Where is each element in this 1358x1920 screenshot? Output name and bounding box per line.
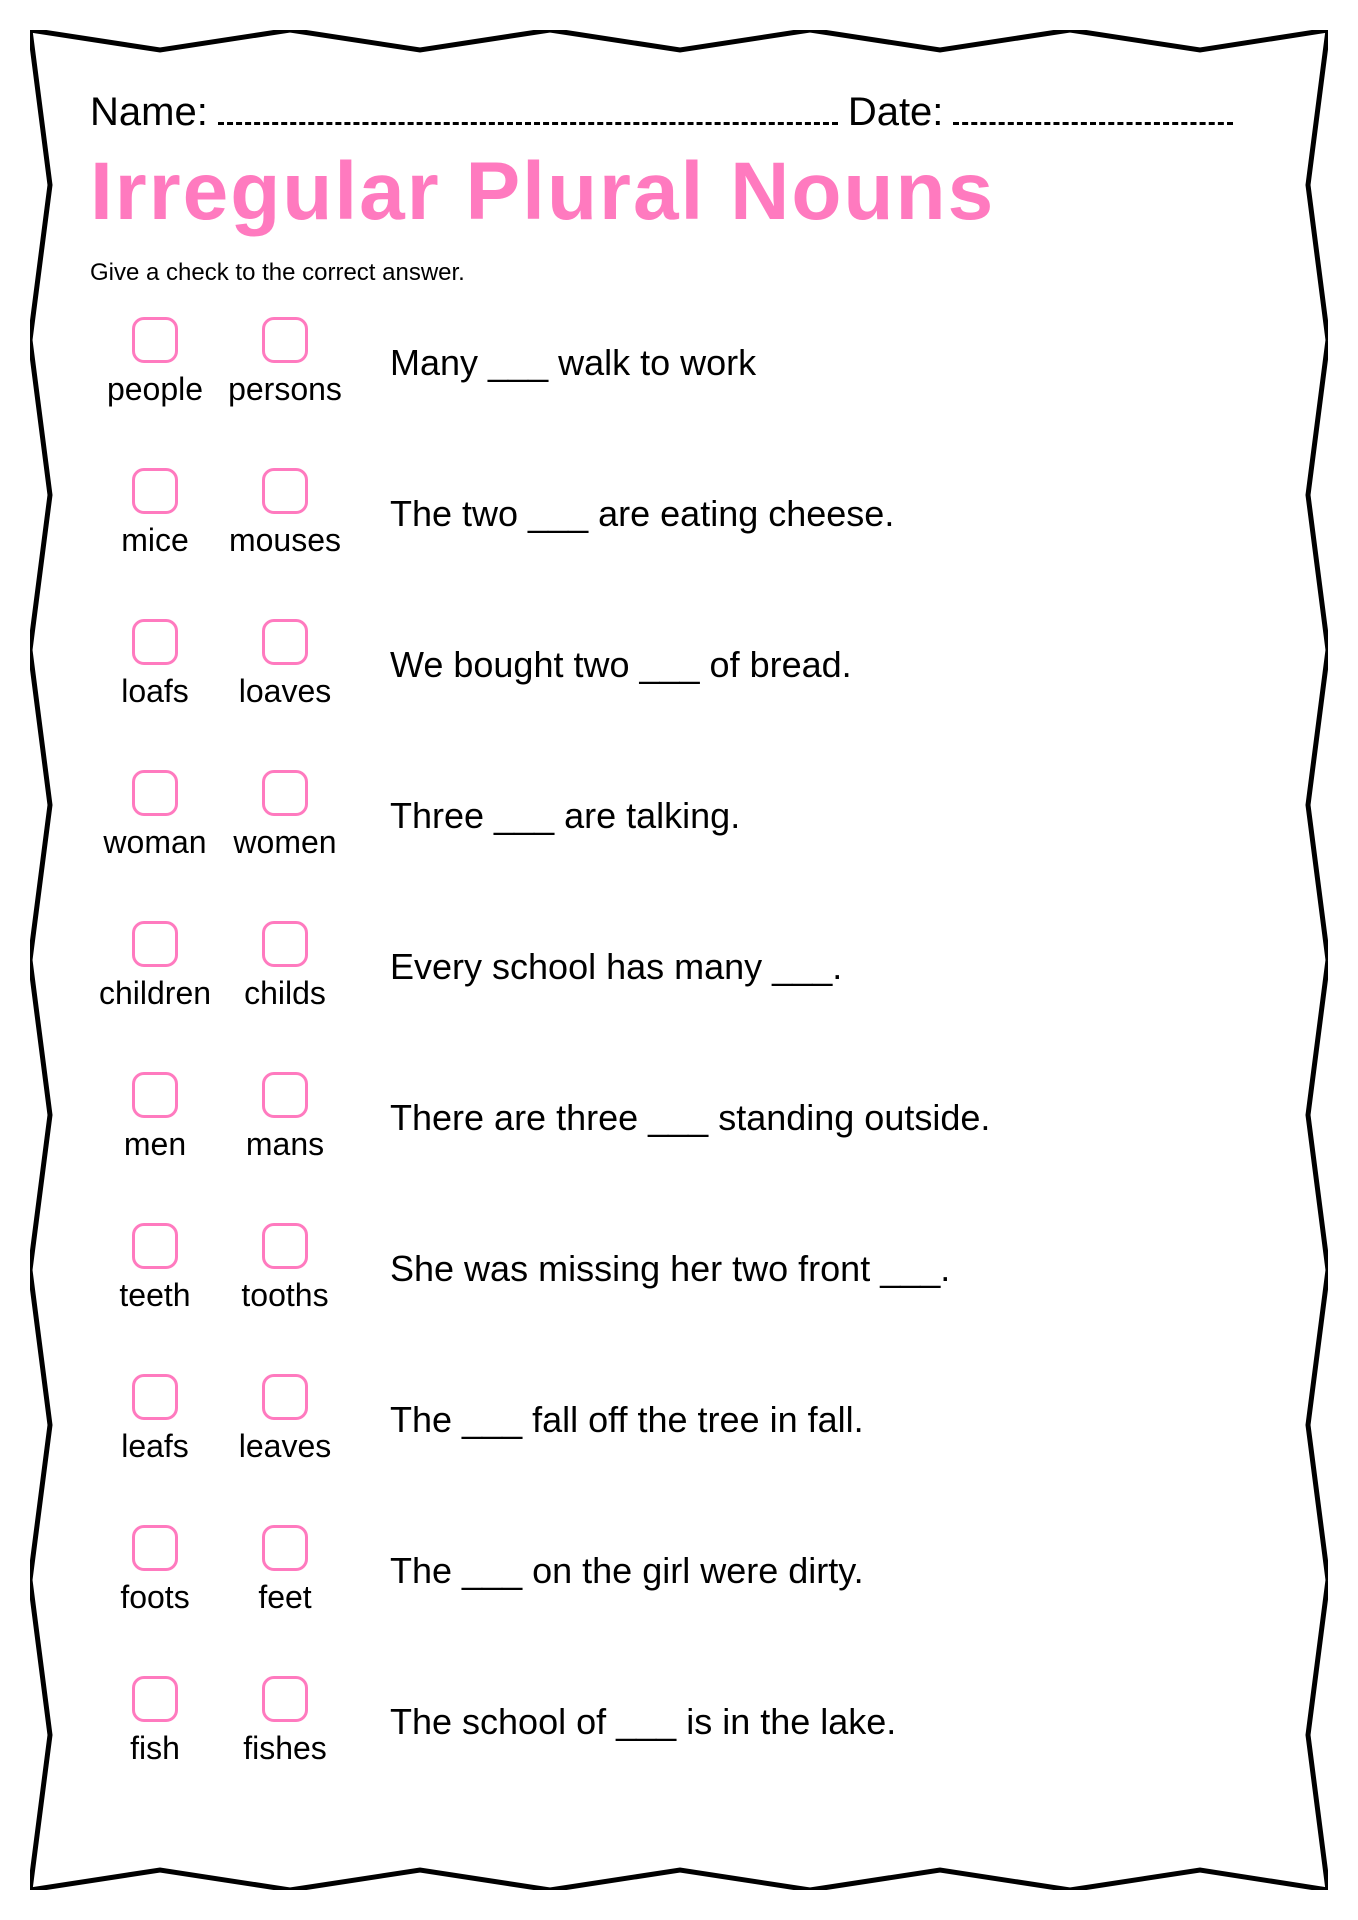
question-row: mice mouses The two ___ are eating cheese. xyxy=(90,468,1268,559)
option-label: leafs xyxy=(121,1428,189,1465)
checkbox[interactable] xyxy=(132,1072,178,1118)
checkbox[interactable] xyxy=(132,619,178,665)
question-row: woman women Three ___ are talking. xyxy=(90,770,1268,861)
option-label: fish xyxy=(130,1730,180,1767)
date-label: Date: xyxy=(848,90,944,135)
option-1: people xyxy=(90,317,220,408)
checkbox[interactable] xyxy=(262,1525,308,1571)
option-label: loafs xyxy=(121,673,189,710)
option-2: childs xyxy=(220,921,350,1012)
question-row: leafs leaves The ___ fall off the tree in … xyxy=(90,1374,1268,1465)
sentence: Many ___ walk to work xyxy=(390,342,756,384)
checkbox[interactable] xyxy=(262,1223,308,1269)
checkbox[interactable] xyxy=(132,1374,178,1420)
sentence: There are three ___ standing outside. xyxy=(390,1097,990,1139)
option-2: mans xyxy=(220,1072,350,1163)
header-row: Name: Date: xyxy=(90,90,1268,135)
worksheet-content: Name: Date: Irregular Plural Nouns Give … xyxy=(90,90,1268,1830)
option-2: tooths xyxy=(220,1223,350,1314)
option-label: women xyxy=(233,824,336,861)
option-label: tooths xyxy=(241,1277,328,1314)
option-label: children xyxy=(99,975,211,1012)
option-label: mouses xyxy=(229,522,341,559)
questions-container: people persons Many ___ walk to work mice mo… xyxy=(90,317,1268,1767)
checkbox[interactable] xyxy=(132,468,178,514)
option-1: woman xyxy=(90,770,220,861)
sentence: The ___ on the girl were dirty. xyxy=(390,1550,864,1592)
question-row: loafs loaves We bought two ___ of bread. xyxy=(90,619,1268,710)
sentence: We bought two ___ of bread. xyxy=(390,644,852,686)
option-2: feet xyxy=(220,1525,350,1616)
option-1: men xyxy=(90,1072,220,1163)
option-2: loaves xyxy=(220,619,350,710)
sentence: She was missing her two front ___. xyxy=(390,1248,950,1290)
option-label: loaves xyxy=(239,673,332,710)
option-label: woman xyxy=(103,824,206,861)
question-row: foots feet The ___ on the girl were dirty. xyxy=(90,1525,1268,1616)
option-1: mice xyxy=(90,468,220,559)
option-2: fishes xyxy=(220,1676,350,1767)
option-1: children xyxy=(90,921,220,1012)
worksheet-title: Irregular Plural Nouns xyxy=(90,145,1268,239)
checkbox[interactable] xyxy=(262,770,308,816)
option-label: people xyxy=(107,371,203,408)
question-row: fish fishes The school of ___ is in the la… xyxy=(90,1676,1268,1767)
option-label: mice xyxy=(121,522,189,559)
checkbox[interactable] xyxy=(262,1676,308,1722)
question-row: teeth tooths She was missing her two front… xyxy=(90,1223,1268,1314)
option-label: teeth xyxy=(119,1277,190,1314)
name-label: Name: xyxy=(90,90,208,135)
option-1: foots xyxy=(90,1525,220,1616)
checkbox[interactable] xyxy=(262,317,308,363)
option-1: leafs xyxy=(90,1374,220,1465)
sentence: The ___ fall off the tree in fall. xyxy=(390,1399,864,1441)
option-label: mans xyxy=(246,1126,324,1163)
option-1: loafs xyxy=(90,619,220,710)
question-row: men mans There are three ___ standing outs… xyxy=(90,1072,1268,1163)
sentence: The two ___ are eating cheese. xyxy=(390,493,894,535)
option-label: fishes xyxy=(243,1730,327,1767)
option-2: persons xyxy=(220,317,350,408)
option-2: leaves xyxy=(220,1374,350,1465)
option-label: leaves xyxy=(239,1428,332,1465)
option-label: foots xyxy=(120,1579,189,1616)
option-label: men xyxy=(124,1126,186,1163)
option-1: fish xyxy=(90,1676,220,1767)
checkbox[interactable] xyxy=(132,1223,178,1269)
question-row: children childs Every school has many ___. xyxy=(90,921,1268,1012)
option-1: teeth xyxy=(90,1223,220,1314)
checkbox[interactable] xyxy=(262,921,308,967)
date-input-line[interactable] xyxy=(953,95,1233,125)
option-label: feet xyxy=(258,1579,311,1616)
option-2: mouses xyxy=(220,468,350,559)
checkbox[interactable] xyxy=(262,1072,308,1118)
checkbox[interactable] xyxy=(132,1525,178,1571)
sentence: The school of ___ is in the lake. xyxy=(390,1701,896,1743)
checkbox[interactable] xyxy=(262,619,308,665)
sentence: Three ___ are talking. xyxy=(390,795,740,837)
instructions: Give a check to the correct answer. xyxy=(90,259,1268,287)
question-row: people persons Many ___ walk to work xyxy=(90,317,1268,408)
sentence: Every school has many ___. xyxy=(390,946,842,988)
checkbox[interactable] xyxy=(132,921,178,967)
checkbox[interactable] xyxy=(132,770,178,816)
option-2: women xyxy=(220,770,350,861)
option-label: persons xyxy=(228,371,342,408)
checkbox[interactable] xyxy=(262,468,308,514)
checkbox[interactable] xyxy=(132,317,178,363)
checkbox[interactable] xyxy=(262,1374,308,1420)
name-input-line[interactable] xyxy=(218,95,838,125)
checkbox[interactable] xyxy=(132,1676,178,1722)
option-label: childs xyxy=(244,975,326,1012)
